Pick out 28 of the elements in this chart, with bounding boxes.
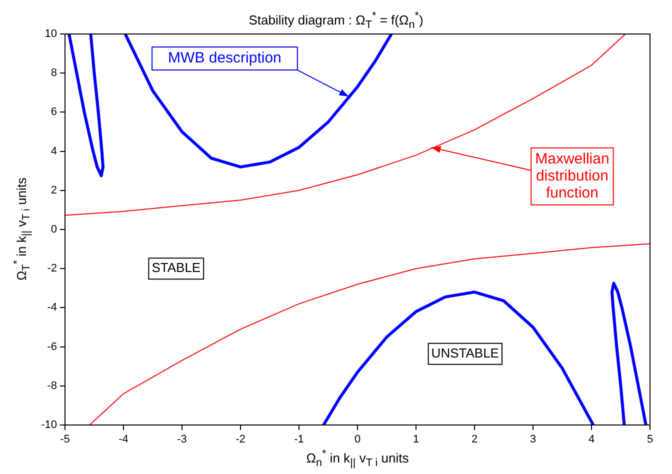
x-tick-label: -1 (294, 434, 304, 446)
x-tick-label: 0 (354, 434, 361, 446)
x-tick-label: -5 (60, 434, 70, 446)
annotation: STABLE (152, 260, 201, 276)
x-tick-label: -3 (177, 434, 187, 446)
y-tick-label: -4 (47, 302, 57, 314)
y-tick-label: -2 (47, 262, 57, 275)
x-axis-title: Ω$_{n}$$^{*}$ in k$_{||}$ v$_{T i}$ units (305, 448, 410, 469)
y-tick-label: 2 (50, 184, 57, 196)
y-tick-label: 8 (50, 67, 57, 80)
x-tick-label: -4 (118, 434, 128, 446)
y-tick-label: 10 (44, 28, 57, 40)
chart-title: Stability diagram : Ω$_{T}$$^{*}$ = f(Ω$_{n}$$^{*}$) (248, 10, 424, 31)
x-tick-label: 1 (412, 434, 420, 446)
annotation: UNSTABLE (431, 345, 500, 360)
annotation: MWB description (168, 50, 282, 67)
y-tick-label: -8 (47, 380, 57, 392)
x-tick-label: 5 (646, 434, 654, 446)
x-tick-label: 4 (588, 434, 595, 446)
y-tick-label: -6 (47, 340, 57, 353)
y-tick-label: -10 (41, 419, 57, 432)
y-tick-label: 0 (50, 224, 57, 236)
x-tick-label: 3 (530, 434, 536, 446)
y-tick-label: 4 (50, 145, 57, 158)
x-tick-label: 2 (471, 434, 478, 446)
annotation: Maxwellian distribution function (535, 150, 610, 202)
x-tick-label: -2 (236, 434, 246, 446)
y-tick-label: 6 (50, 106, 57, 118)
